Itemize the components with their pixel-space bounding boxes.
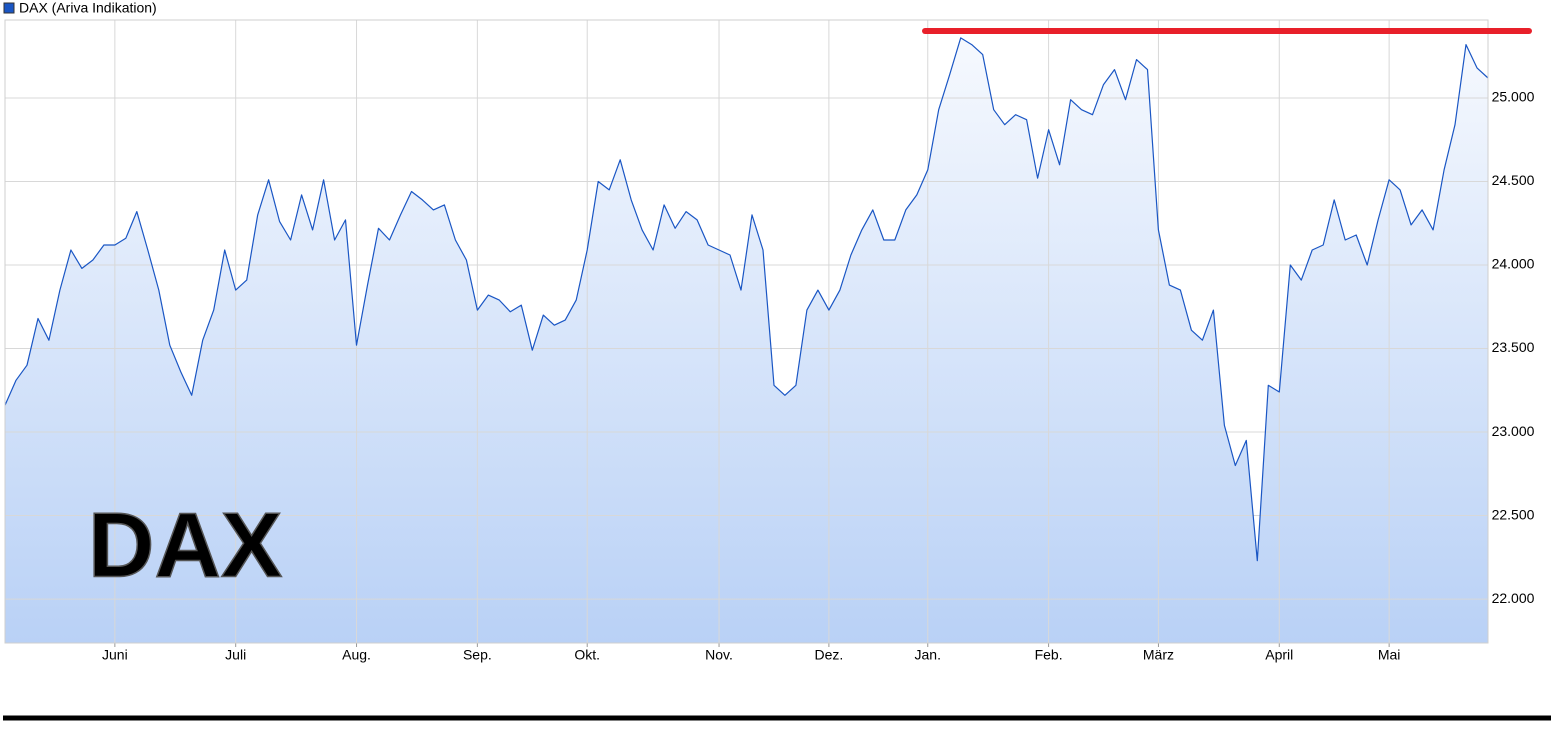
x-tick-label: Dez. [814,647,843,663]
y-tick-label: 23.500 [1492,339,1535,355]
annotation: DAX [88,494,282,596]
line [4,37,1489,562]
legend-swatch [3,2,15,14]
x-tick-label: Nov. [705,647,733,663]
x-tick-label: Mai [1378,647,1401,663]
data-layer [4,37,1489,562]
x-tick-label: Feb. [1035,647,1063,663]
y-tick-label: 23.000 [1492,423,1535,439]
background-layer [5,37,1488,643]
x-tick-label: Sep. [463,647,492,663]
x-tick-label: Jan. [915,647,941,663]
grid-layer [5,20,1488,647]
x-tick-label: Juni [102,647,128,663]
text-layer: 22.000 22.500 23.000 23.500 24.000 24.500 25.0… [102,89,1535,663]
x-tick-label: März [1143,647,1174,663]
y-tick-label: 22.500 [1492,506,1535,522]
x-tick-label: Juli [225,647,246,663]
x-tick-label: Aug. [342,647,371,663]
y-tick-label: 24.500 [1492,172,1535,188]
y-tick-label: 22.000 [1492,590,1535,606]
plot-border [4,19,1489,644]
y-tick-label: 24.000 [1492,256,1535,272]
x-tick-label: Okt. [574,647,600,663]
area [5,37,1488,643]
y-tick-label: 25.000 [1492,89,1535,105]
legend-label: DAX (Ariva Indikation) [19,0,157,16]
x-tick-label: April [1265,647,1293,663]
